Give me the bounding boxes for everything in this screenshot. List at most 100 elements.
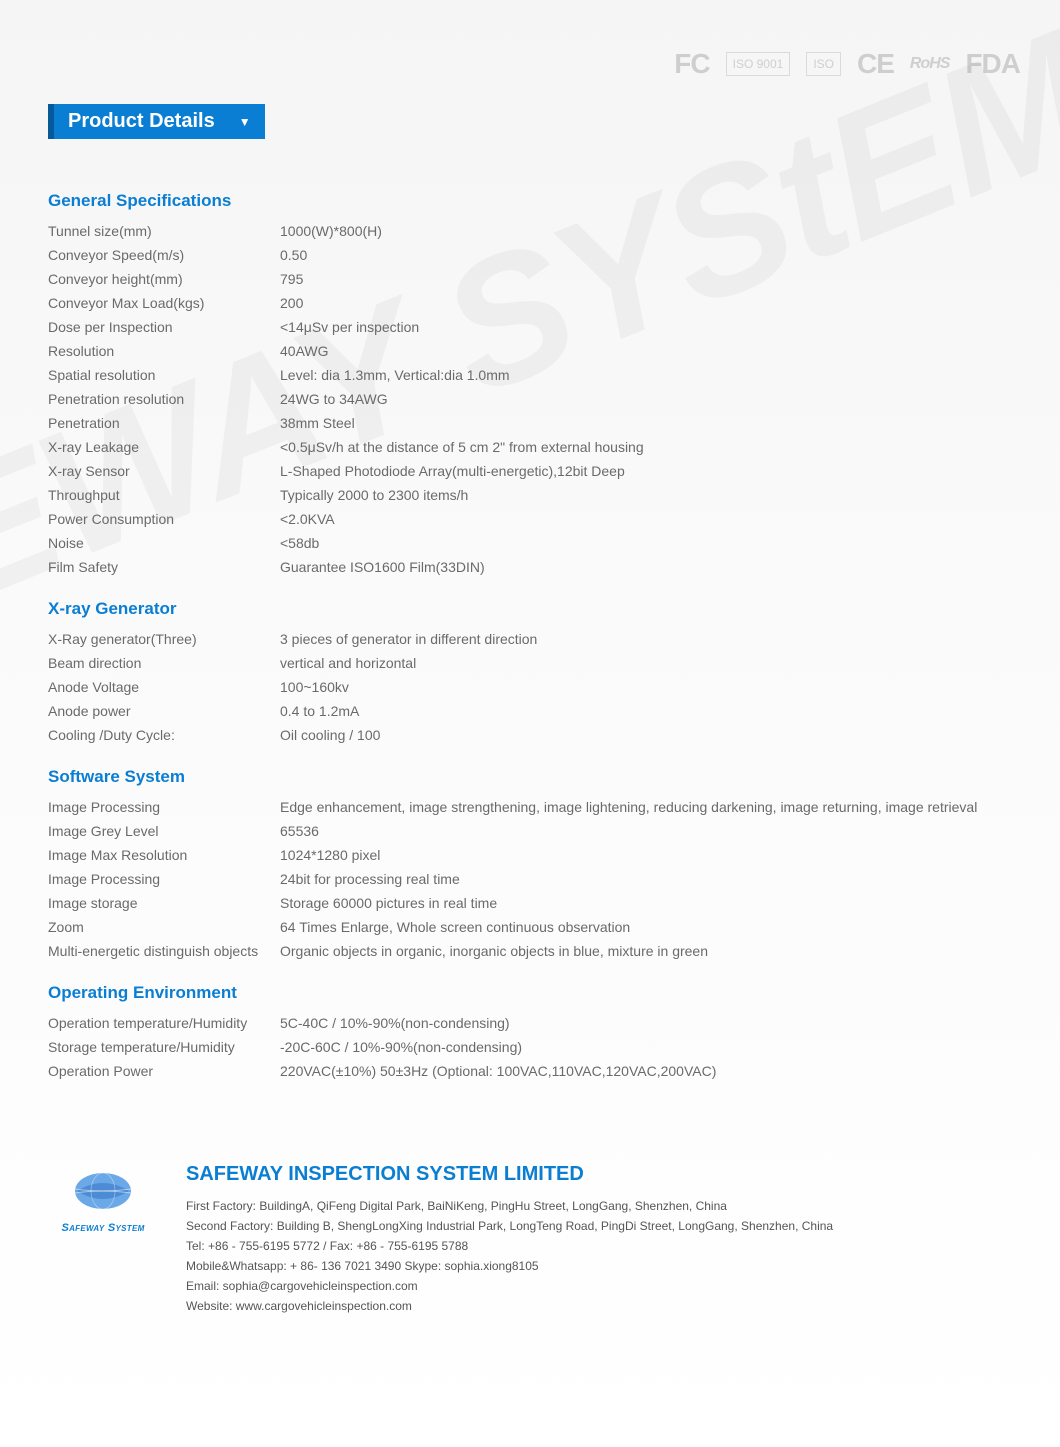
spec-label: Image storage bbox=[48, 891, 280, 915]
spec-value: 65536 bbox=[280, 819, 1000, 843]
spec-row: Spatial resolutionLevel: dia 1.3mm, Vert… bbox=[48, 363, 1012, 387]
footer-line: Website: www.cargovehicleinspection.com bbox=[186, 1296, 833, 1316]
spec-value: 200 bbox=[280, 291, 1000, 315]
spec-label: Operation Power bbox=[48, 1059, 280, 1083]
spec-value: vertical and horizontal bbox=[280, 651, 1000, 675]
spec-value: -20C-60C / 10%-90%(non-condensing) bbox=[280, 1035, 1000, 1059]
spec-value: 795 bbox=[280, 267, 1000, 291]
spec-row: Zoom64 Times Enlarge, Whole screen conti… bbox=[48, 915, 1012, 939]
spec-label: Image Max Resolution bbox=[48, 843, 280, 867]
spec-row: Image storageStorage 60000 pictures in r… bbox=[48, 891, 1012, 915]
spec-label: Operation temperature/Humidity bbox=[48, 1011, 280, 1035]
spec-row: Noise<58db bbox=[48, 531, 1012, 555]
spec-row: Operation temperature/Humidity5C-40C / 1… bbox=[48, 1011, 1012, 1035]
spec-row: Conveyor height(mm)795 bbox=[48, 267, 1012, 291]
page-title-block: Product Details ▼ bbox=[48, 104, 265, 139]
spec-row: Image ProcessingEdge enhancement, image … bbox=[48, 795, 1012, 819]
spec-label: Power Consumption bbox=[48, 507, 280, 531]
spec-row: Cooling /Duty Cycle:Oil cooling / 100 bbox=[48, 723, 1012, 747]
spec-row: Anode power0.4 to 1.2mA bbox=[48, 699, 1012, 723]
spec-row: X-Ray generator(Three)3 pieces of genera… bbox=[48, 627, 1012, 651]
spec-row: X-ray SensorL-Shaped Photodiode Array(mu… bbox=[48, 459, 1012, 483]
footer-line: First Factory: BuildingA, QiFeng Digital… bbox=[186, 1196, 833, 1216]
spec-value: 1000(W)*800(H) bbox=[280, 219, 1000, 243]
spec-row: ThroughputTypically 2000 to 2300 items/h bbox=[48, 483, 1012, 507]
spec-value: 24bit for processing real time bbox=[280, 867, 1000, 891]
spec-row: Film SafetyGuarantee ISO1600 Film(33DIN) bbox=[48, 555, 1012, 579]
spec-label: X-ray Leakage bbox=[48, 435, 280, 459]
spec-label: Storage temperature/Humidity bbox=[48, 1035, 280, 1059]
spec-value: 1024*1280 pixel bbox=[280, 843, 1000, 867]
section-heading: X-ray Generator bbox=[48, 599, 1012, 619]
spec-label: Zoom bbox=[48, 915, 280, 939]
spec-row: Image Grey Level65536 bbox=[48, 819, 1012, 843]
spec-label: Multi-energetic distinguish objects bbox=[48, 939, 280, 963]
spec-value: 0.4 to 1.2mA bbox=[280, 699, 1000, 723]
spec-value: 38mm Steel bbox=[280, 411, 1000, 435]
spec-value: Guarantee ISO1600 Film(33DIN) bbox=[280, 555, 1000, 579]
spec-value: L-Shaped Photodiode Array(multi-energeti… bbox=[280, 459, 1000, 483]
spec-value: Typically 2000 to 2300 items/h bbox=[280, 483, 1000, 507]
spec-row: Power Consumption<2.0KVA bbox=[48, 507, 1012, 531]
spec-label: X-Ray generator(Three) bbox=[48, 627, 280, 651]
spec-label: Penetration bbox=[48, 411, 280, 435]
spec-label: Tunnel size(mm) bbox=[48, 219, 280, 243]
chevron-down-icon: ▼ bbox=[239, 115, 251, 129]
footer-line: Mobile&Whatsapp: + 86- 136 7021 3490 Sky… bbox=[186, 1256, 833, 1276]
spec-row: Anode Voltage100~160kv bbox=[48, 675, 1012, 699]
spec-value: 24WG to 34AWG bbox=[280, 387, 1000, 411]
spec-value: Oil cooling / 100 bbox=[280, 723, 1000, 747]
spec-row: Storage temperature/Humidity-20C-60C / 1… bbox=[48, 1035, 1012, 1059]
spec-label: X-ray Sensor bbox=[48, 459, 280, 483]
spec-value: 5C-40C / 10%-90%(non-condensing) bbox=[280, 1011, 1000, 1035]
spec-label: Penetration resolution bbox=[48, 387, 280, 411]
spec-row: Conveyor Speed(m/s)0.50 bbox=[48, 243, 1012, 267]
spec-row: Operation Power220VAC(±10%) 50±3Hz (Opti… bbox=[48, 1059, 1012, 1083]
spec-row: Image Processing24bit for processing rea… bbox=[48, 867, 1012, 891]
spec-row: Multi-energetic distinguish objectsOrgan… bbox=[48, 939, 1012, 963]
logo-text: Safeway System bbox=[48, 1222, 158, 1234]
spec-value: 0.50 bbox=[280, 243, 1000, 267]
spec-label: Conveyor height(mm) bbox=[48, 267, 280, 291]
spec-value: <14μSv per inspection bbox=[280, 315, 1000, 339]
spec-value: Organic objects in organic, inorganic ob… bbox=[280, 939, 1000, 963]
spec-label: Image Processing bbox=[48, 795, 280, 819]
spec-row: X-ray Leakage<0.5μSv/h at the distance o… bbox=[48, 435, 1012, 459]
company-info: SAFEWAY INSPECTION SYSTEM LIMITED First … bbox=[186, 1163, 833, 1316]
spec-row: Tunnel size(mm)1000(W)*800(H) bbox=[48, 219, 1012, 243]
footer: Safeway System SAFEWAY INSPECTION SYSTEM… bbox=[0, 1123, 1060, 1356]
footer-line: Tel: +86 - 755-6195 5772 / Fax: +86 - 75… bbox=[186, 1236, 833, 1256]
spec-label: Beam direction bbox=[48, 651, 280, 675]
page-title: Product Details bbox=[68, 110, 215, 133]
spec-row: Conveyor Max Load(kgs)200 bbox=[48, 291, 1012, 315]
spec-value: <0.5μSv/h at the distance of 5 cm 2" fro… bbox=[280, 435, 1000, 459]
spec-label: Noise bbox=[48, 531, 280, 555]
section-heading: Operating Environment bbox=[48, 983, 1012, 1003]
spec-row: Penetration resolution24WG to 34AWG bbox=[48, 387, 1012, 411]
spec-label: Throughput bbox=[48, 483, 280, 507]
section-heading: General Specifications bbox=[48, 191, 1012, 211]
spec-row: Image Max Resolution1024*1280 pixel bbox=[48, 843, 1012, 867]
spec-label: Image Grey Level bbox=[48, 819, 280, 843]
spec-label: Cooling /Duty Cycle: bbox=[48, 723, 280, 747]
spec-row: Beam directionvertical and horizontal bbox=[48, 651, 1012, 675]
spec-label: Image Processing bbox=[48, 867, 280, 891]
spec-value: <2.0KVA bbox=[280, 507, 1000, 531]
spec-row: Resolution40AWG bbox=[48, 339, 1012, 363]
spec-value: 3 pieces of generator in different direc… bbox=[280, 627, 1000, 651]
company-logo: Safeway System bbox=[48, 1163, 158, 1316]
spec-label: Conveyor Max Load(kgs) bbox=[48, 291, 280, 315]
spec-value: 64 Times Enlarge, Whole screen continuou… bbox=[280, 915, 1000, 939]
section-heading: Software System bbox=[48, 767, 1012, 787]
spec-value: 100~160kv bbox=[280, 675, 1000, 699]
spec-label: Film Safety bbox=[48, 555, 280, 579]
spec-row: Dose per Inspection<14μSv per inspection bbox=[48, 315, 1012, 339]
globe-icon bbox=[71, 1169, 135, 1213]
footer-line: Email: sophia@cargovehicleinspection.com bbox=[186, 1276, 833, 1296]
spec-label: Resolution bbox=[48, 339, 280, 363]
spec-row: Penetration38mm Steel bbox=[48, 411, 1012, 435]
spec-label: Anode power bbox=[48, 699, 280, 723]
spec-value: Level: dia 1.3mm, Vertical:dia 1.0mm bbox=[280, 363, 1000, 387]
spec-label: Dose per Inspection bbox=[48, 315, 280, 339]
spec-label: Anode Voltage bbox=[48, 675, 280, 699]
